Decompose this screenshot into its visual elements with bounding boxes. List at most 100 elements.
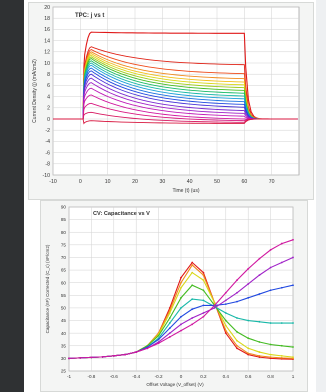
data-point [180, 323, 182, 326]
data-point [292, 356, 294, 359]
data-point [180, 281, 182, 284]
data-point [213, 307, 216, 309]
x-tick-label: 0 [79, 179, 82, 185]
y-tick-label: 25 [61, 369, 67, 374]
data-point [258, 320, 261, 323]
data-point [280, 354, 283, 357]
y-tick-label: 14 [44, 38, 50, 44]
data-point [224, 312, 227, 314]
cv-chart-panel: -1 -0.8 -0.6 -0.4 -0.2 0 0.2 0.4 0.6 0.8 1 25 30 35 40… [40, 200, 308, 392]
y-tick-label: 4 [47, 94, 50, 100]
y-axis-label: Capacitance (nF) Corrected (C_c) (nF/cm2… [45, 244, 50, 333]
data-point [168, 312, 171, 314]
y-tick-label: 16 [44, 27, 50, 33]
x-tick-label: -10 [49, 179, 57, 185]
data-point [269, 322, 272, 324]
data-point [191, 261, 194, 264]
data-point [168, 327, 171, 330]
data-point [168, 317, 171, 319]
data-point [191, 284, 194, 287]
data-point [269, 289, 272, 292]
y-tick-label: -6 [45, 150, 50, 156]
data-point [168, 336, 171, 338]
data-point [247, 353, 250, 356]
data-point [280, 261, 283, 264]
y-tick-label: 40 [61, 331, 67, 336]
x-tick-label: 40 [187, 179, 193, 185]
data-point [191, 271, 194, 274]
data-point [202, 299, 205, 302]
y-tick-label: 20 [44, 5, 50, 11]
x-tick-label: 30 [159, 179, 165, 185]
data-point [202, 315, 205, 318]
data-point [258, 341, 261, 343]
y-tick-label: 45 [61, 318, 67, 323]
x-tick-label: 0.4 [223, 374, 230, 379]
data-point [269, 248, 272, 251]
data-point [157, 342, 160, 345]
data-point [292, 284, 294, 287]
x-tick-label: 0.2 [200, 374, 207, 379]
data-point [258, 293, 261, 295]
data-point [280, 242, 283, 245]
data-point [90, 356, 93, 359]
data-point [168, 332, 171, 335]
data-point [258, 351, 261, 353]
data-point [191, 264, 194, 266]
y-tick-label: 70 [61, 255, 67, 260]
data-point [292, 322, 294, 324]
data-point [280, 356, 283, 359]
series-line [53, 118, 298, 125]
y-tick-label: 50 [61, 306, 67, 311]
y-tick-label: 60 [61, 280, 67, 285]
data-point [247, 337, 250, 340]
data-point [236, 344, 238, 347]
x-tick-label: -0.8 [87, 374, 95, 379]
tpc-chart-panel: -10 0 10 20 30 40 50 60 70 -10 -8 -6 -4 -2 0 2 4 6 8 10 12 14… [28, 2, 314, 200]
y-axis-label: Current Density (j) (mA/cm2) [32, 59, 38, 123]
x-tick-label: 50 [214, 179, 220, 185]
data-point [269, 353, 272, 356]
data-point [68, 357, 70, 360]
data-point [236, 300, 238, 303]
data-point [258, 274, 261, 277]
data-point [224, 319, 227, 322]
data-point [269, 266, 272, 269]
data-point [213, 304, 216, 307]
data-point [224, 291, 227, 294]
x-tick-label: -0.2 [155, 374, 163, 379]
x-tick-label: -1 [67, 374, 72, 379]
y-tick-label: 80 [61, 230, 67, 235]
data-point [224, 324, 227, 327]
chart-title: TPC: j vs t [75, 13, 104, 19]
y-tick-label: -8 [45, 162, 50, 168]
data-point [224, 299, 227, 302]
y-tick-label: 6 [47, 83, 50, 89]
y-tick-label: 90 [61, 205, 67, 210]
data-point [269, 343, 272, 346]
y-tick-label: -4 [45, 139, 50, 145]
x-tick-label: 0 [180, 374, 183, 379]
data-point [247, 283, 250, 285]
y-tick-label: 35 [61, 343, 67, 348]
data-point [236, 330, 238, 333]
data-point [79, 356, 82, 359]
data-point [236, 291, 238, 294]
data-point [258, 354, 261, 357]
x-tick-label: -0.4 [132, 374, 140, 379]
x-tick-label: 60 [241, 179, 247, 185]
x-tick-label: 10 [105, 179, 111, 185]
data-point [292, 346, 294, 348]
data-point [247, 347, 250, 350]
data-point [180, 329, 182, 332]
y-tick-label: 10 [44, 61, 50, 67]
data-point [292, 357, 294, 360]
data-point [191, 317, 194, 319]
data-point [247, 319, 250, 322]
x-axis-label: Offset Voltage (V_offset) (V) [146, 382, 204, 387]
data-point [180, 286, 182, 289]
data-point [101, 355, 104, 358]
data-point [202, 304, 205, 307]
data-point [247, 352, 250, 355]
data-point [258, 356, 261, 359]
